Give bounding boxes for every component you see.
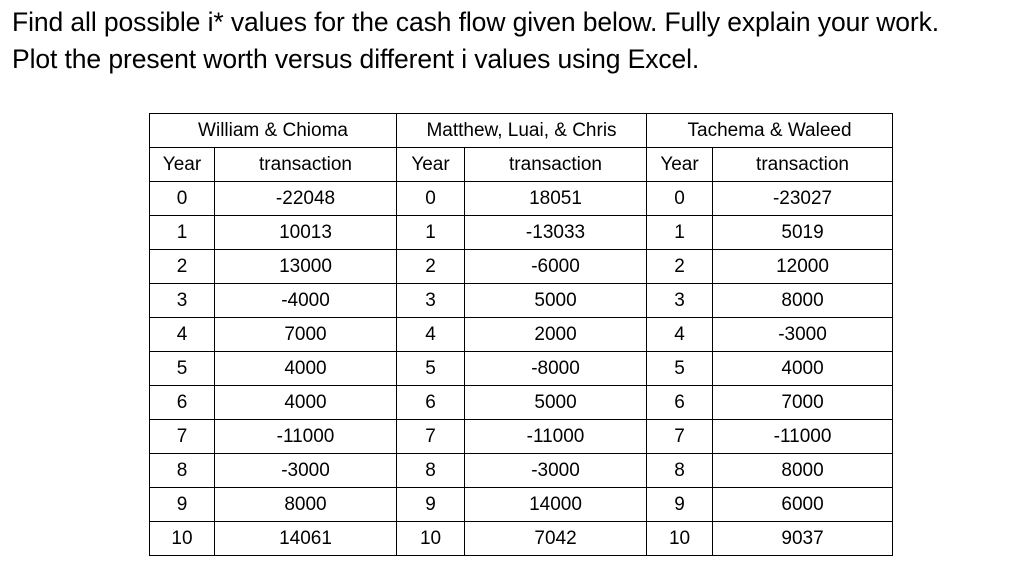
- year-cell: 5: [396, 351, 466, 386]
- table-row: 0 -22048 0 18051 0 -23027: [149, 181, 894, 216]
- year-cell: 10: [396, 521, 466, 556]
- transaction-cell: 4000: [213, 385, 398, 420]
- transaction-cell: -22048: [213, 181, 398, 216]
- year-cell: 3: [646, 283, 714, 318]
- year-cell: 6: [396, 385, 466, 420]
- table-row: 3 -4000 3 5000 3 8000: [149, 283, 894, 318]
- year-cell: 10: [646, 521, 714, 556]
- table-row: 10 14061 10 7042 10 9037: [149, 521, 894, 556]
- transaction-cell: -8000: [464, 351, 648, 386]
- year-cell: 1: [646, 215, 714, 250]
- problem-line-1: Find all possible i* values for the cash…: [12, 7, 940, 37]
- table-row: 4 7000 4 2000 4 -3000: [149, 317, 894, 352]
- year-cell: 3: [396, 283, 466, 318]
- problem-statement: Find all possible i* values for the cash…: [12, 4, 1017, 78]
- table-row: 6 4000 6 5000 6 7000: [149, 385, 894, 420]
- transaction-cell: 18051: [464, 181, 648, 216]
- year-cell: 1: [149, 215, 215, 250]
- transaction-header: transaction: [213, 147, 398, 182]
- group-header-tachema-waleed: Tachema & Waleed: [646, 113, 894, 148]
- transaction-cell: -4000: [213, 283, 398, 318]
- year-cell: 8: [149, 453, 215, 488]
- year-cell: 0: [396, 181, 466, 216]
- transaction-cell: 5000: [464, 283, 648, 318]
- transaction-cell: 7000: [213, 317, 398, 352]
- transaction-cell: -6000: [464, 249, 648, 284]
- cash-flow-rows: 0 -22048 0 18051 0 -23027 1 10013 1 -13033 1 5019 2 1…: [149, 181, 894, 556]
- year-header: Year: [646, 147, 714, 182]
- year-header: Year: [396, 147, 466, 182]
- column-header-row: Year transaction Year transaction Year t…: [149, 147, 894, 182]
- table-row: 1 10013 1 -13033 1 5019: [149, 215, 894, 250]
- table-row: 2 13000 2 -6000 2 12000: [149, 249, 894, 284]
- group-header-william-chioma: William & Chioma: [148, 113, 398, 148]
- transaction-cell: -11000: [712, 419, 894, 454]
- year-cell: 8: [396, 453, 466, 488]
- year-cell: 5: [646, 351, 714, 386]
- transaction-cell: 8000: [712, 283, 894, 318]
- year-cell: 4: [396, 317, 466, 352]
- year-cell: 2: [646, 249, 714, 284]
- transaction-cell: 5019: [712, 215, 894, 250]
- table-row: 9 8000 9 14000 9 6000: [149, 487, 894, 522]
- year-cell: 4: [646, 317, 714, 352]
- transaction-cell: 7042: [464, 521, 648, 556]
- year-cell: 2: [396, 249, 466, 284]
- transaction-cell: 8000: [712, 453, 894, 488]
- transaction-cell: -11000: [464, 419, 648, 454]
- transaction-cell: 8000: [213, 487, 398, 522]
- year-cell: 0: [149, 181, 215, 216]
- transaction-cell: -3000: [213, 453, 398, 488]
- year-cell: 6: [149, 385, 215, 420]
- year-cell: 2: [149, 249, 215, 284]
- group-header-row: William & Chioma Matthew, Luai, & Chris …: [148, 113, 894, 148]
- transaction-cell: 4000: [213, 351, 398, 386]
- transaction-cell: 2000: [464, 317, 648, 352]
- year-cell: 9: [149, 487, 215, 522]
- cash-flow-table: William & Chioma Matthew, Luai, & Chris …: [148, 113, 894, 556]
- year-cell: 7: [646, 419, 714, 454]
- year-cell: 8: [646, 453, 714, 488]
- transaction-cell: 14000: [464, 487, 648, 522]
- year-cell: 7: [149, 419, 215, 454]
- year-header: Year: [149, 147, 215, 182]
- transaction-cell: 6000: [712, 487, 894, 522]
- year-cell: 9: [396, 487, 466, 522]
- transaction-cell: -23027: [712, 181, 894, 216]
- year-cell: 5: [149, 351, 215, 386]
- year-cell: 6: [646, 385, 714, 420]
- transaction-cell: -3000: [712, 317, 894, 352]
- transaction-cell: -11000: [213, 419, 398, 454]
- transaction-cell: 13000: [213, 249, 398, 284]
- transaction-cell: 12000: [712, 249, 894, 284]
- transaction-cell: 10013: [213, 215, 398, 250]
- transaction-cell: -13033: [464, 215, 648, 250]
- year-cell: 1: [396, 215, 466, 250]
- year-cell: 7: [396, 419, 466, 454]
- year-cell: 0: [646, 181, 714, 216]
- transaction-header: transaction: [712, 147, 894, 182]
- problem-line-2: Plot the present worth versus different …: [12, 44, 700, 74]
- transaction-cell: 5000: [464, 385, 648, 420]
- group-header-matthew-luai-chris: Matthew, Luai, & Chris: [396, 113, 648, 148]
- year-cell: 4: [149, 317, 215, 352]
- transaction-header: transaction: [464, 147, 648, 182]
- transaction-cell: 4000: [712, 351, 894, 386]
- transaction-cell: -3000: [464, 453, 648, 488]
- table-row: 8 -3000 8 -3000 8 8000: [149, 453, 894, 488]
- table-row: 7 -11000 7 -11000 7 -11000: [149, 419, 894, 454]
- year-cell: 3: [149, 283, 215, 318]
- transaction-cell: 7000: [712, 385, 894, 420]
- year-cell: 10: [149, 521, 215, 556]
- table-row: 5 4000 5 -8000 5 4000: [149, 351, 894, 386]
- transaction-cell: 9037: [712, 521, 894, 556]
- year-cell: 9: [646, 487, 714, 522]
- transaction-cell: 14061: [213, 521, 398, 556]
